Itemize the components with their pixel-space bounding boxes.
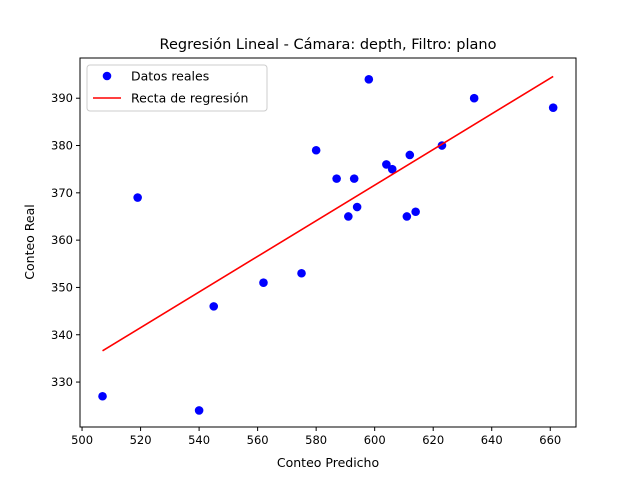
regression-line xyxy=(102,75,554,352)
y-tick-label-390: 390 xyxy=(51,91,73,105)
y-tick-label-350: 350 xyxy=(51,280,73,294)
x-tick-label-640: 640 xyxy=(481,433,503,447)
legend-marker-scatter xyxy=(102,71,112,81)
data-point-13 xyxy=(382,160,391,169)
y-tick-label-360: 360 xyxy=(51,233,73,247)
data-point-14 xyxy=(387,164,397,174)
y-tick-label-370: 370 xyxy=(51,186,73,200)
axes-frame xyxy=(79,57,577,428)
data-point-20 xyxy=(548,103,558,112)
data-point-6 xyxy=(297,268,306,278)
data-point-2 xyxy=(133,193,142,202)
x-tick-label-660: 660 xyxy=(539,433,561,447)
chart-title: Regresión Lineal - Cámara: depth, Filtro… xyxy=(160,37,497,53)
legend: Datos reales Recta de regresión xyxy=(86,64,268,112)
y-tick-label-380: 380 xyxy=(51,139,73,153)
x-tick-label-520: 520 xyxy=(130,433,152,447)
data-point-1 xyxy=(98,391,107,401)
x-tick-label-620: 620 xyxy=(422,433,444,447)
y-tick-label-330: 330 xyxy=(51,375,73,389)
legend-box xyxy=(86,64,268,112)
data-point-12 xyxy=(364,74,374,84)
x-tick-label-580: 580 xyxy=(305,433,327,447)
plot-area: 500 520 540 560 580 600 620 640 660 330 340 350 360 3… xyxy=(51,57,577,447)
data-point-17 xyxy=(411,207,420,217)
data-point-5 xyxy=(259,278,268,288)
data-point-7 xyxy=(311,145,321,155)
x-tick-label-500: 500 xyxy=(71,433,93,447)
data-point-16 xyxy=(405,150,415,160)
data-point-10 xyxy=(349,174,359,183)
x-axis-label: Conteo Predicho xyxy=(277,455,379,470)
data-point-19 xyxy=(469,93,479,103)
y-tick-label-340: 340 xyxy=(51,328,73,342)
data-point-3 xyxy=(194,406,204,415)
legend-label-scatter: Datos reales xyxy=(131,69,209,84)
data-point-8 xyxy=(332,174,341,183)
x-tick-label-560: 560 xyxy=(247,433,269,447)
plot-background xyxy=(80,58,576,427)
data-point-9 xyxy=(344,212,353,221)
legend-label-line: Recta de regresión xyxy=(131,91,248,106)
x-tick-label-540: 540 xyxy=(188,433,210,447)
y-axis-label: Conteo Real xyxy=(22,204,37,279)
x-tick-label-600: 600 xyxy=(364,433,386,447)
data-point-15 xyxy=(402,212,412,221)
data-point-4 xyxy=(209,302,219,311)
data-point-11 xyxy=(352,202,362,212)
